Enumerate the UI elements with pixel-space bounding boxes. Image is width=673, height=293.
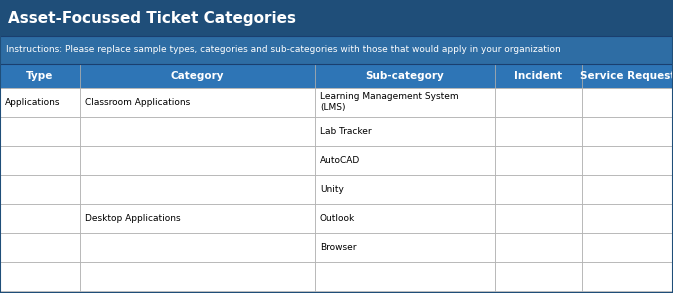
Bar (80, 204, 315, 233)
Bar (582, 146, 673, 175)
Text: Outlook: Outlook (320, 214, 355, 223)
Bar (582, 64, 673, 88)
Bar (0, 0, 673, 36)
Text: Unity: Unity (320, 185, 344, 194)
Bar (315, 64, 495, 88)
Bar (80, 88, 315, 117)
Bar (315, 146, 495, 175)
Bar (0, 117, 80, 146)
Text: Asset-Focussed Ticket Categories: Asset-Focussed Ticket Categories (8, 11, 296, 25)
Bar (0, 88, 80, 117)
Bar (0, 36, 673, 64)
Text: Service Request: Service Request (580, 71, 673, 81)
Text: AutoCAD: AutoCAD (320, 156, 360, 165)
Bar (582, 175, 673, 204)
Bar (0, 175, 80, 204)
Bar (80, 117, 315, 146)
Text: Classroom Applications: Classroom Applications (85, 98, 190, 107)
Bar (0, 233, 80, 262)
Bar (582, 204, 673, 233)
Bar (315, 204, 495, 233)
Bar (495, 204, 582, 233)
Bar (315, 117, 495, 146)
Bar (0, 262, 80, 291)
Text: Learning Management System
(LMS): Learning Management System (LMS) (320, 92, 458, 112)
Bar (495, 262, 582, 291)
Bar (495, 88, 582, 117)
Text: Applications: Applications (5, 98, 61, 107)
Bar (80, 262, 315, 291)
Bar (0, 204, 80, 233)
Bar (495, 233, 582, 262)
Bar (80, 64, 315, 88)
Bar (495, 117, 582, 146)
Bar (315, 175, 495, 204)
Bar (0, 64, 80, 88)
Bar (80, 175, 315, 204)
Bar (80, 233, 315, 262)
Bar (80, 146, 315, 175)
Text: Incident: Incident (514, 71, 563, 81)
Bar (582, 262, 673, 291)
Text: Desktop Applications: Desktop Applications (85, 214, 180, 223)
Text: Type: Type (26, 71, 54, 81)
Bar (495, 146, 582, 175)
Bar (315, 88, 495, 117)
Bar (0, 146, 80, 175)
Bar (495, 64, 582, 88)
Text: Category: Category (171, 71, 224, 81)
Bar (315, 262, 495, 291)
Bar (582, 233, 673, 262)
Text: Sub-category: Sub-category (365, 71, 444, 81)
Bar (582, 117, 673, 146)
Text: Browser: Browser (320, 243, 357, 252)
Text: Lab Tracker: Lab Tracker (320, 127, 371, 136)
Text: Instructions: Please replace sample types, categories and sub-categories with th: Instructions: Please replace sample type… (6, 45, 561, 54)
Bar (495, 175, 582, 204)
Bar (315, 233, 495, 262)
Bar (582, 88, 673, 117)
